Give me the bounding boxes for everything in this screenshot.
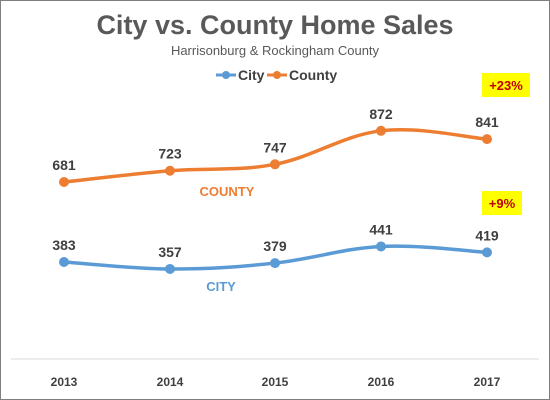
city-data-label: 357 — [158, 244, 182, 260]
city-change-badge — [482, 191, 522, 215]
county-change-badge — [482, 73, 530, 97]
city-change-badge-text: +9% — [489, 196, 516, 211]
x-tick-label: 2013 — [51, 375, 78, 389]
county-data-label: 872 — [369, 106, 393, 122]
county-series-line — [62, 128, 489, 184]
city-series-annotation: CITY — [206, 279, 236, 294]
city-data-label: 419 — [475, 227, 499, 243]
city-data-label: 441 — [369, 221, 393, 237]
city-data-label: 383 — [52, 237, 76, 253]
county-data-label: 747 — [263, 139, 287, 155]
city-data-point — [59, 257, 69, 267]
city-data-point — [376, 241, 386, 252]
x-tick-label: 2014 — [157, 375, 184, 389]
county-data-point — [482, 134, 492, 145]
city-data-point — [270, 258, 280, 269]
city-data-point — [482, 247, 492, 258]
legend-city-marker — [222, 71, 230, 79]
x-tick-label: 2016 — [368, 375, 395, 389]
legend-city-label: City — [238, 67, 265, 83]
plot-area: 2013 2014 2015 2016 2017 383 357 379 441 419 CITY +… — [51, 73, 530, 389]
county-data-label: 681 — [52, 157, 76, 173]
legend: City County — [216, 67, 337, 83]
county-change-badge-text: +23% — [489, 78, 523, 93]
chart-subtitle: Harrisonburg & Rockingham County — [171, 43, 380, 58]
county-series-annotation: COUNTY — [200, 184, 255, 199]
chart-title: City vs. County Home Sales — [96, 10, 453, 40]
county-data-point — [270, 159, 280, 170]
x-tick-label: 2015 — [262, 375, 289, 389]
city-data-point — [165, 263, 175, 274]
county-data-point — [165, 165, 175, 176]
county-data-label: 841 — [475, 114, 499, 130]
county-data-label: 723 — [158, 146, 182, 162]
county-data-point — [59, 177, 69, 187]
legend-county-marker — [273, 71, 281, 79]
legend-county-label: County — [289, 67, 337, 83]
city-data-label: 379 — [263, 238, 287, 254]
county-data-point — [376, 125, 386, 136]
x-tick-label: 2017 — [474, 375, 501, 389]
